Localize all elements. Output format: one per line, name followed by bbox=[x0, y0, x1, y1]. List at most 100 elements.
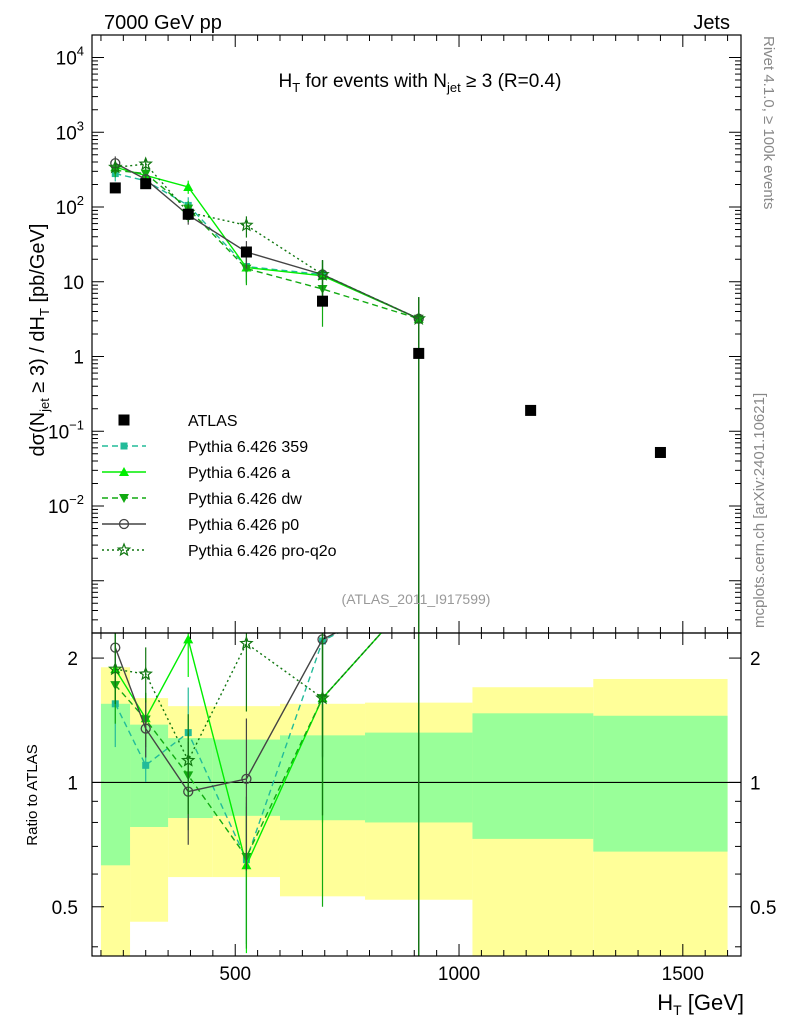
series-3-main bbox=[110, 156, 424, 633]
series-4-ratio bbox=[108, 633, 420, 956]
ratio-tick-label-left-0: 0.5 bbox=[52, 898, 78, 919]
series-1-line bbox=[115, 166, 419, 320]
atlas-point-2 bbox=[182, 208, 194, 220]
ratio-y-axis-label: Ratio to ATLAS bbox=[24, 744, 41, 845]
series-1-main bbox=[110, 160, 424, 633]
chart-title: HT for events with Njet ≥ 3 (R=0.4) bbox=[279, 71, 562, 95]
ylabel-b: ≥ 3) / dH bbox=[27, 316, 49, 398]
atlas-point-5 bbox=[413, 347, 425, 359]
legend-marker-1 bbox=[119, 467, 129, 476]
x-tick-label-1: 1000 bbox=[438, 964, 480, 985]
x-axis-label: HT [GeV] bbox=[657, 990, 744, 1018]
series-3-ratio-point-3 bbox=[241, 773, 252, 785]
legend-entry-3: Pythia 6.426 p0 bbox=[102, 517, 299, 534]
legend-entry-4: Pythia 6.426 pro-q2o bbox=[102, 542, 337, 560]
series-4-point-3 bbox=[239, 217, 254, 232]
x-tick-label-0: 500 bbox=[219, 964, 251, 985]
series-2-line bbox=[115, 169, 419, 320]
y-tick-label-2: 102 bbox=[56, 193, 84, 219]
xlabel-unit: [GeV] bbox=[682, 990, 744, 1015]
main-curves bbox=[108, 156, 426, 633]
atlas-point-7 bbox=[654, 446, 666, 458]
legend-marker-atlas bbox=[118, 414, 130, 426]
series-4-ratio-point-1 bbox=[138, 666, 153, 681]
series-0-line bbox=[115, 172, 419, 320]
analysis-label: (ATLAS_2011_I917599) bbox=[342, 591, 491, 607]
ratio-tick-label-right-2: 2 bbox=[750, 649, 761, 670]
series-0-ratio-point-1 bbox=[142, 761, 150, 769]
ratio-tick-label-right-1: 1 bbox=[750, 773, 761, 794]
series-4-point-0 bbox=[108, 159, 123, 174]
atlas-point-3 bbox=[240, 246, 252, 258]
y-tick-base-0: 10 bbox=[56, 49, 77, 70]
y-tick-base-6: 10 bbox=[48, 497, 69, 518]
series-4-point-1 bbox=[138, 156, 153, 171]
series-4-point-4 bbox=[315, 266, 330, 281]
y-tick-label-0: 104 bbox=[56, 44, 84, 70]
x-tick-label-2: 1500 bbox=[662, 964, 704, 985]
legend-label-4: Pythia 6.426 pro-q2o bbox=[188, 543, 337, 560]
rivet-version-label: Rivet 4.1.0, ≥ 100k events bbox=[760, 36, 777, 209]
series-0-main bbox=[111, 163, 423, 633]
series-2-point-3 bbox=[241, 264, 252, 274]
series-4-main bbox=[108, 156, 426, 633]
legend-marker-0 bbox=[120, 442, 128, 450]
ylabel-t: T bbox=[37, 308, 52, 316]
series-2-main bbox=[110, 162, 424, 633]
title-ht: H bbox=[279, 71, 293, 92]
legend: ATLAS Pythia 6.426 359 Pythia 6.426 a Pythi… bbox=[102, 413, 337, 560]
y-tick-base-3: 10 bbox=[63, 273, 84, 294]
mcplots-label: mcplots.cern.ch [arXiv:2401.10621] bbox=[751, 393, 768, 628]
y-tick-base-5: 10 bbox=[48, 422, 69, 443]
y-tick-exp-1: 3 bbox=[77, 118, 84, 133]
green-band-1 bbox=[130, 724, 169, 827]
series-2-point-1 bbox=[140, 169, 151, 179]
y-tick-exp-5: −1 bbox=[69, 417, 84, 432]
title-mid: for events with N bbox=[300, 71, 447, 92]
y-tick-label-3: 10 bbox=[63, 273, 84, 294]
ylabel-c: [pb/GeV] bbox=[27, 224, 49, 309]
y-tick-base-1: 10 bbox=[56, 123, 77, 144]
series-1-ratio-point-2 bbox=[183, 634, 194, 644]
legend-label-atlas: ATLAS bbox=[188, 413, 238, 430]
ratio-tick-label-left-2: 2 bbox=[67, 649, 78, 670]
series-4-ratio-point-2 bbox=[180, 752, 196, 767]
y-tick-label-6: 10−2 bbox=[48, 492, 84, 518]
legend-label-1: Pythia 6.426 a bbox=[188, 465, 290, 482]
green-band-6 bbox=[472, 713, 594, 839]
ratio-curves bbox=[108, 633, 420, 956]
series-3-ratio-line bbox=[114, 633, 337, 793]
atlas-point-4 bbox=[317, 295, 329, 307]
ratio-uncertainty-bands bbox=[92, 667, 741, 956]
title-ht-sub: T bbox=[292, 80, 300, 95]
y-tick-exp-6: −2 bbox=[69, 492, 84, 507]
legend-entry-2: Pythia 6.426 dw bbox=[102, 491, 302, 508]
header-right-label: Jets bbox=[693, 12, 730, 34]
legend-entry-1: Pythia 6.426 a bbox=[102, 465, 290, 482]
mc-curves bbox=[108, 156, 426, 956]
y-tick-label-5: 10−1 bbox=[48, 417, 84, 443]
series-0-ratio-line bbox=[114, 633, 340, 862]
ylabel-a: dσ(N bbox=[27, 412, 49, 457]
series-4-ratio-point-0 bbox=[108, 661, 123, 676]
legend-label-0: Pythia 6.426 359 bbox=[188, 439, 308, 456]
atlas-point-6 bbox=[525, 404, 537, 416]
green-band-2 bbox=[168, 738, 213, 819]
ratio-tick-label-left-1: 1 bbox=[67, 773, 78, 794]
y-tick-base-2: 10 bbox=[56, 198, 77, 219]
series-3-ratio-point-1 bbox=[140, 723, 151, 734]
y-axis-label: dσ(Njet ≥ 3) / dHT [pb/GeV] bbox=[27, 224, 52, 457]
ylabel-jet: jet bbox=[37, 398, 52, 413]
series-4-ratio-point-4 bbox=[315, 690, 330, 705]
ratio-tick-label-right-0: 0.5 bbox=[750, 898, 776, 919]
y-tick-label-4: 1 bbox=[73, 348, 84, 369]
y-tick-label-1: 103 bbox=[56, 118, 84, 144]
series-3-line bbox=[114, 162, 419, 320]
atlas-point-0 bbox=[109, 182, 121, 194]
legend-label-2: Pythia 6.426 dw bbox=[188, 491, 302, 508]
legend-marker-3 bbox=[118, 518, 130, 530]
legend-entry-atlas: ATLAS bbox=[118, 413, 238, 430]
y-tick-exp-2: 2 bbox=[77, 193, 84, 208]
xlabel-sub: T bbox=[673, 1002, 682, 1018]
